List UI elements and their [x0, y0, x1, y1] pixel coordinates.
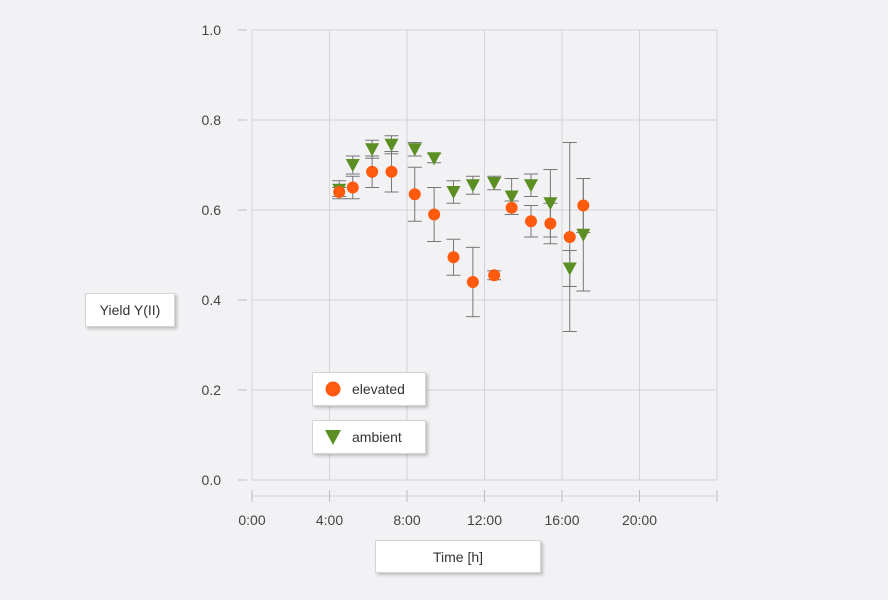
legend-item-elevated: elevated	[312, 372, 426, 406]
data-point-ambient	[487, 177, 502, 190]
data-point-elevated	[408, 188, 421, 201]
grid	[251, 29, 718, 481]
data-point-ambient	[446, 186, 461, 199]
data-point-elevated	[505, 201, 518, 214]
data-point-ambient	[465, 179, 480, 193]
circle-marker-icon	[325, 381, 341, 397]
data-point-elevated	[525, 215, 537, 228]
data-point-elevated	[563, 231, 576, 243]
y-axis-label-text: Yield Y(II)	[99, 302, 161, 318]
triangle-down-marker-icon	[325, 430, 341, 445]
x-tick-label: 12:00	[467, 512, 502, 528]
data-point-elevated	[428, 208, 441, 221]
data-point-ambient	[576, 228, 591, 242]
data-point-elevated	[333, 186, 346, 198]
x-axis-label-text: Time [h]	[432, 548, 484, 565]
y-tick-label: 1.0	[202, 22, 222, 38]
data-point-ambient	[384, 138, 399, 152]
data-point-elevated	[385, 165, 398, 178]
data-point-ambient	[365, 143, 380, 157]
data-point-elevated	[366, 165, 379, 178]
data-point-ambient	[562, 262, 577, 276]
data-point-elevated	[466, 276, 479, 288]
data-point-elevated	[544, 217, 557, 230]
data-points	[332, 138, 591, 288]
y-tick-label: 0.4	[202, 292, 222, 308]
legend-item-ambient: ambient	[312, 420, 426, 454]
x-tick-label: 20:00	[622, 512, 657, 528]
data-point-ambient	[543, 197, 558, 211]
x-tick-label: 0:00	[238, 512, 265, 528]
data-point-elevated	[346, 181, 359, 194]
y-tick-label: 0.8	[202, 112, 222, 128]
y-tick-label: 0.6	[202, 202, 222, 218]
data-point-ambient	[504, 190, 519, 204]
x-tick-label: 8:00	[393, 512, 420, 528]
data-point-elevated	[447, 251, 460, 264]
x-axis-label: Time [h]	[375, 540, 541, 573]
axes: 0.0 0.2 0.4 0.6 0.8 1.0 0:00 4:00 8:00 12:00 16:00…	[202, 22, 718, 528]
y-axis-label: Yield Y(II)	[85, 293, 175, 327]
data-point-ambient	[427, 152, 442, 166]
x-tick-label: 4:00	[316, 512, 343, 528]
x-tick-label: 16:00	[544, 512, 579, 528]
legend-label-elevated: elevated	[352, 381, 405, 397]
y-tick-label: 0.2	[202, 382, 222, 398]
data-point-elevated	[488, 269, 501, 282]
legend-label-ambient: ambient	[352, 429, 402, 445]
data-point-ambient	[524, 179, 538, 193]
data-point-ambient	[407, 143, 422, 157]
data-point-ambient	[345, 159, 360, 172]
y-tick-label: 0.0	[202, 472, 222, 488]
data-point-elevated	[577, 199, 590, 212]
